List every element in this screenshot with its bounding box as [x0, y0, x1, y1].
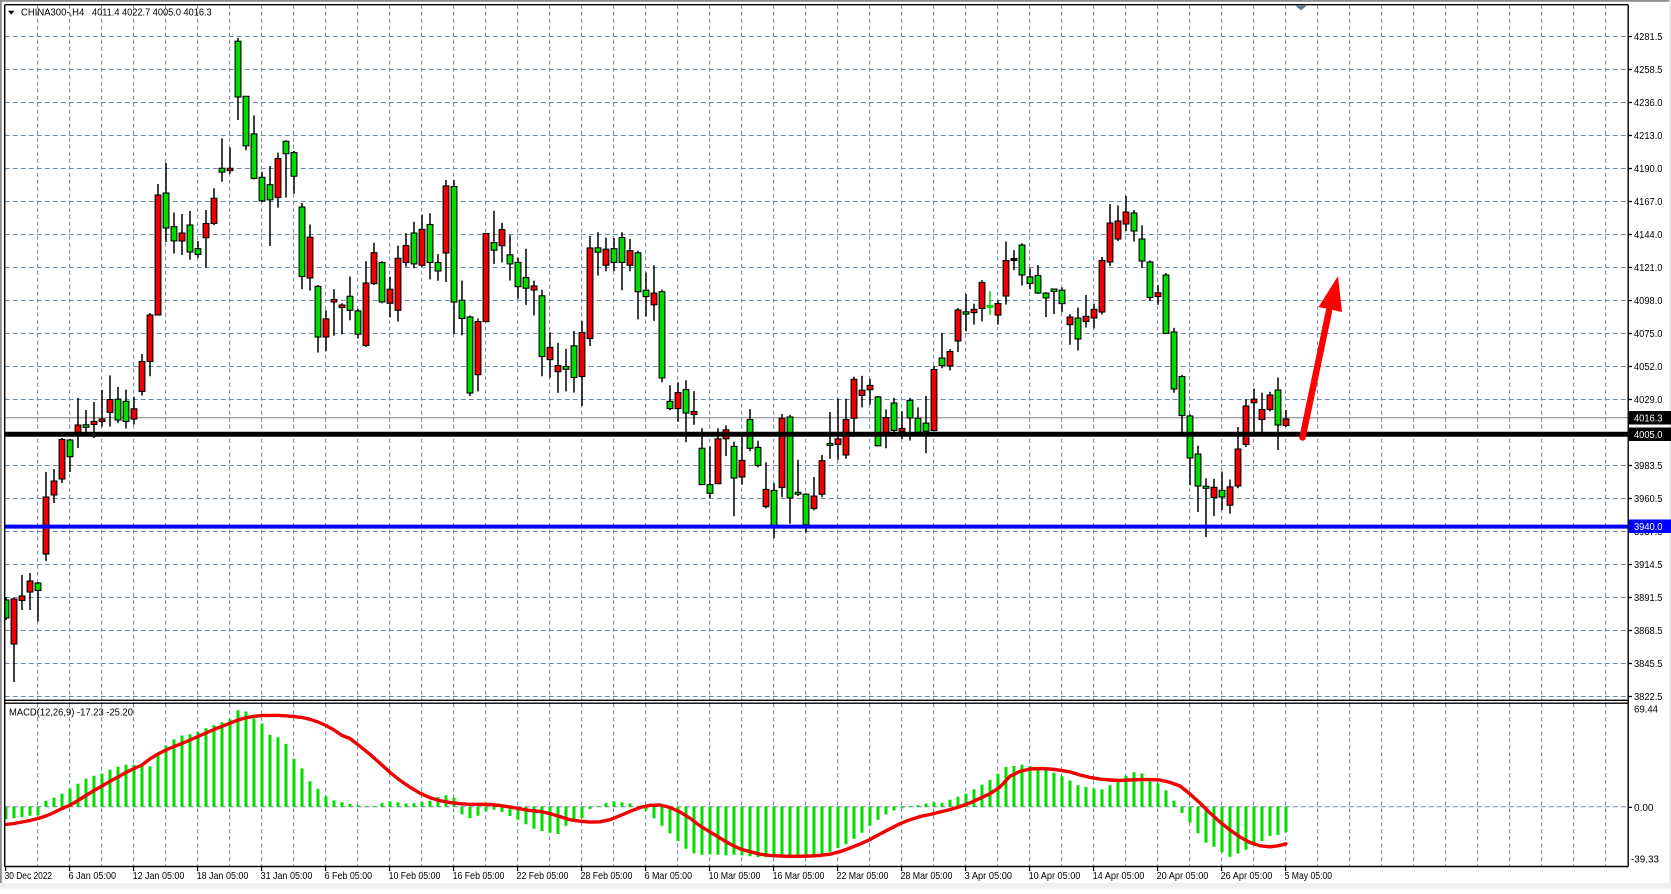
svg-text:20 Apr 05:00: 20 Apr 05:00 [1157, 871, 1209, 882]
svg-text:10 Feb 05:00: 10 Feb 05:00 [389, 871, 441, 882]
svg-text:4121.0: 4121.0 [1634, 263, 1663, 274]
svg-text:30 Dec 2022: 30 Dec 2022 [5, 871, 53, 882]
svg-text:6 Jan 05:00: 6 Jan 05:00 [69, 871, 117, 882]
svg-text:4016.3: 4016.3 [1634, 414, 1663, 425]
svg-text:5 May 05:00: 5 May 05:00 [1285, 871, 1333, 882]
svg-text:4190.0: 4190.0 [1634, 164, 1663, 175]
svg-text:18 Jan 05:00: 18 Jan 05:00 [197, 871, 249, 882]
svg-text:4075.0: 4075.0 [1634, 329, 1663, 340]
svg-text:4236.0: 4236.0 [1634, 98, 1663, 109]
svg-text:10 Mar 05:00: 10 Mar 05:00 [709, 871, 761, 882]
svg-text:22 Feb 05:00: 22 Feb 05:00 [517, 871, 569, 882]
svg-text:3 Apr 05:00: 3 Apr 05:00 [965, 871, 1013, 882]
svg-text:26 Apr 05:00: 26 Apr 05:00 [1221, 871, 1273, 882]
svg-text:4011.4 4022.7 4005.0 4016.3: 4011.4 4022.7 4005.0 4016.3 [92, 8, 212, 19]
svg-text:14 Apr 05:00: 14 Apr 05:00 [1093, 871, 1145, 882]
svg-text:31 Jan 05:00: 31 Jan 05:00 [261, 871, 313, 882]
svg-text:12 Jan 05:00: 12 Jan 05:00 [133, 871, 185, 882]
svg-text:6 Feb 05:00: 6 Feb 05:00 [325, 871, 373, 882]
svg-text:6 Mar 05:00: 6 Mar 05:00 [645, 871, 693, 882]
svg-text:4213.0: 4213.0 [1634, 131, 1663, 142]
svg-text:28 Feb 05:00: 28 Feb 05:00 [581, 871, 633, 882]
svg-text:3822.5: 3822.5 [1634, 692, 1663, 703]
svg-text:4281.5: 4281.5 [1634, 32, 1663, 43]
svg-text:16 Feb 05:00: 16 Feb 05:00 [453, 871, 505, 882]
svg-text:4144.0: 4144.0 [1634, 230, 1663, 241]
svg-text:4005.0: 4005.0 [1634, 430, 1663, 441]
svg-text:3914.5: 3914.5 [1634, 560, 1663, 571]
svg-text:22 Mar 05:00: 22 Mar 05:00 [837, 871, 889, 882]
svg-text:3960.5: 3960.5 [1634, 494, 1663, 505]
svg-text:4098.0: 4098.0 [1634, 296, 1663, 307]
svg-text:69.44: 69.44 [1634, 704, 1658, 715]
svg-text:16 Mar 05:00: 16 Mar 05:00 [773, 871, 825, 882]
svg-text:28 Mar 05:00: 28 Mar 05:00 [901, 871, 953, 882]
svg-text:3891.5: 3891.5 [1634, 593, 1663, 604]
svg-text:4167.0: 4167.0 [1634, 197, 1663, 208]
svg-text:3845.5: 3845.5 [1634, 659, 1663, 670]
svg-text:4029.0: 4029.0 [1634, 395, 1663, 406]
svg-text:3868.5: 3868.5 [1634, 626, 1663, 637]
svg-text:4258.5: 4258.5 [1634, 65, 1663, 76]
svg-text:3983.5: 3983.5 [1634, 461, 1663, 472]
svg-text:4052.0: 4052.0 [1634, 362, 1663, 373]
svg-text:3940.0: 3940.0 [1634, 522, 1663, 533]
svg-text:10 Apr 05:00: 10 Apr 05:00 [1029, 871, 1081, 882]
svg-text:CHINA300-,H4: CHINA300-,H4 [21, 8, 85, 19]
svg-text:0.00: 0.00 [1634, 803, 1654, 814]
svg-text:MACD(12,26,9) -17.23 -25.20: MACD(12,26,9) -17.23 -25.20 [9, 707, 133, 718]
svg-text:-39.33: -39.33 [1631, 855, 1659, 866]
